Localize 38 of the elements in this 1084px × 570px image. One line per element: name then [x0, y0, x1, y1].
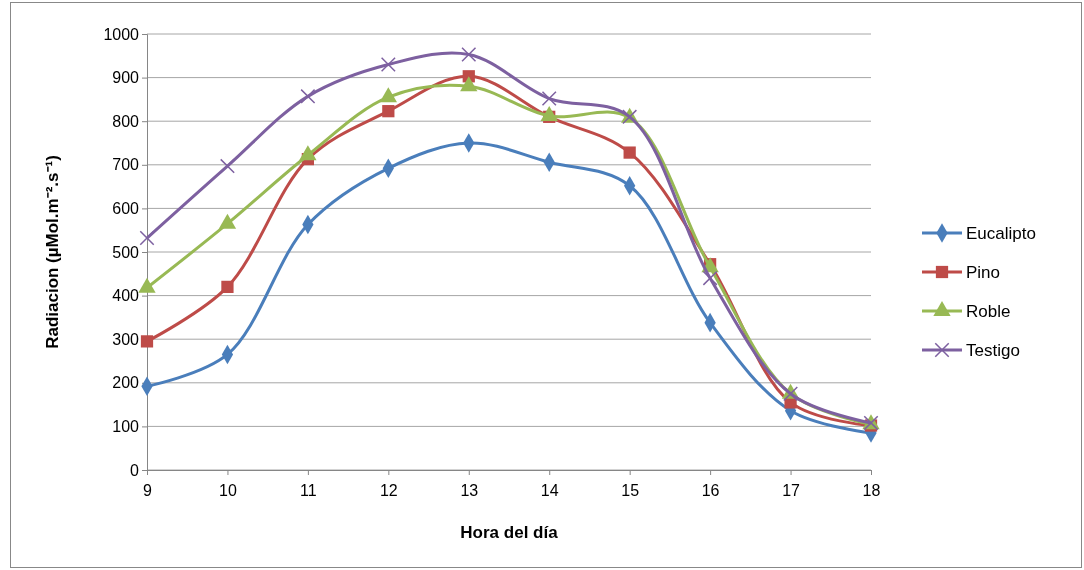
point [382, 105, 395, 118]
x-tick-label: 13 [460, 481, 479, 499]
y-tick-label: 300 [112, 330, 140, 348]
point [461, 47, 477, 62]
point [300, 88, 316, 104]
x-tick-label: 14 [540, 481, 559, 499]
y-tick-label: 500 [112, 243, 140, 261]
x-tick-label: 12 [379, 481, 398, 499]
y-tick-label: 0 [130, 461, 140, 479]
y-axis-title: Radiacion (µMol.m⁻².s⁻¹) [43, 155, 62, 349]
y-tick-label: 1000 [103, 25, 140, 43]
point [541, 91, 557, 107]
x-tick-label: 9 [143, 481, 153, 499]
point [221, 280, 234, 293]
x-axis-title: Hora del día [460, 523, 559, 542]
point [139, 230, 155, 246]
x-tick-label: 18 [862, 481, 881, 499]
x-tick-label: 15 [621, 481, 640, 499]
legend-label: Pino [966, 263, 1001, 282]
y-tick-label: 800 [112, 112, 140, 130]
legend-label: Testigo [966, 341, 1020, 360]
x-tick-label: 16 [701, 481, 720, 499]
point [219, 158, 235, 174]
y-tick-label: 400 [112, 287, 140, 305]
legend-label: Eucalipto [966, 224, 1036, 243]
x-tick-label: 10 [219, 481, 237, 499]
y-tick-label: 200 [112, 374, 140, 392]
x-tick-label: 17 [782, 481, 801, 499]
point [380, 57, 396, 72]
y-tick-label: 900 [112, 69, 140, 87]
point [140, 335, 154, 348]
point [702, 270, 718, 286]
y-tick-label: 700 [112, 156, 140, 174]
x-tick-label: 11 [300, 481, 317, 499]
point [623, 146, 636, 159]
y-tick-label: 600 [112, 200, 140, 218]
legend-label: Roble [966, 302, 1011, 321]
y-tick-label: 100 [112, 418, 140, 436]
